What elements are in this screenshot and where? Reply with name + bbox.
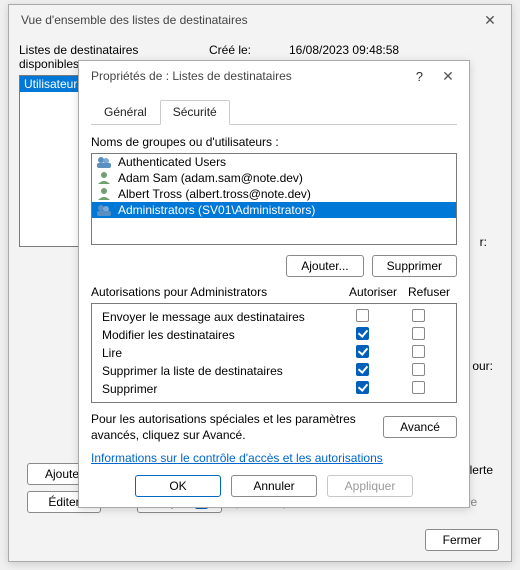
principal-name: Albert Tross (albert.tross@note.dev): [118, 187, 311, 201]
advanced-button[interactable]: Avancé: [383, 416, 457, 438]
deny-checkbox[interactable]: [412, 345, 425, 358]
close-icon[interactable]: ✕: [433, 68, 463, 85]
special-permissions-text: Pour les autorisations spéciales et les …: [91, 411, 375, 443]
overview-title: Vue d'ensemble des listes de destinatair…: [15, 13, 475, 27]
principal-name: Authenticated Users: [118, 155, 226, 169]
permission-row: Supprimer la liste de destinataires: [94, 362, 454, 380]
principals-listbox[interactable]: Authenticated Users Adam Sam (adam.sam@no…: [91, 153, 457, 245]
ok-button[interactable]: OK: [135, 475, 221, 497]
allow-checkbox[interactable]: [356, 309, 369, 322]
principal-row[interactable]: Administrators (SV01\Administrators): [92, 202, 456, 218]
permission-row: Envoyer le message aux destinataires: [94, 308, 454, 326]
principals-label: Noms de groupes ou d'utilisateurs :: [91, 135, 457, 149]
close-icon[interactable]: ✕: [475, 12, 505, 29]
deny-checkbox[interactable]: [412, 309, 425, 322]
add-principal-button[interactable]: Ajouter...: [286, 255, 363, 277]
group-icon: [96, 203, 112, 217]
properties-title: Propriétés de : Listes de destinataires: [85, 69, 416, 83]
allow-checkbox[interactable]: [356, 345, 369, 358]
list-item[interactable]: Utilisateurs: [20, 76, 78, 92]
permission-name: Lire: [102, 346, 334, 360]
properties-dialog: Propriétés de : Listes de destinataires …: [78, 60, 470, 508]
principal-row[interactable]: Albert Tross (albert.tross@note.dev): [92, 186, 456, 202]
fragment-label: r:: [480, 235, 487, 249]
user-icon: [96, 187, 112, 201]
allow-checkbox[interactable]: [356, 363, 369, 376]
deny-checkbox[interactable]: [412, 363, 425, 376]
permission-row: Modifier les destinataires: [94, 326, 454, 344]
allow-checkbox[interactable]: [356, 381, 369, 394]
permission-name: Envoyer le message aux destinataires: [102, 310, 334, 324]
permissions-list: Envoyer le message aux destinataires Modi…: [91, 303, 457, 403]
remove-principal-button[interactable]: Supprimer: [372, 255, 457, 277]
overview-titlebar: Vue d'ensemble des listes de destinatair…: [9, 5, 511, 35]
properties-titlebar: Propriétés de : Listes de destinataires …: [79, 61, 469, 91]
deny-checkbox[interactable]: [412, 327, 425, 340]
cancel-button[interactable]: Annuler: [231, 475, 317, 497]
group-icon: [96, 155, 112, 169]
deny-checkbox[interactable]: [412, 381, 425, 394]
close-button[interactable]: Fermer: [425, 529, 499, 551]
principal-name: Adam Sam (adam.sam@note.dev): [118, 171, 303, 185]
tab-strip: Général Sécurité: [91, 99, 457, 125]
user-icon: [96, 171, 112, 185]
fragment-label: our:: [472, 359, 493, 373]
permission-name: Supprimer la liste de destinataires: [102, 364, 334, 378]
apply-button: Appliquer: [327, 475, 413, 497]
principal-row[interactable]: Authenticated Users: [92, 154, 456, 170]
available-lists-listbox[interactable]: Utilisateurs: [19, 75, 79, 247]
permission-row: Supprimer: [94, 380, 454, 398]
permission-row: Lire: [94, 344, 454, 362]
allow-header: Autoriser: [345, 285, 401, 299]
principal-name: Administrators (SV01\Administrators): [118, 203, 315, 217]
acl-info-link[interactable]: Informations sur le contrôle d'accès et …: [91, 451, 383, 465]
help-icon[interactable]: ?: [416, 69, 423, 84]
permissions-label: Autorisations pour Administrators: [91, 285, 345, 299]
permission-name: Modifier les destinataires: [102, 328, 334, 342]
allow-checkbox[interactable]: [356, 327, 369, 340]
permission-name: Supprimer: [102, 382, 334, 396]
tab-general[interactable]: Général: [91, 100, 160, 125]
tab-security[interactable]: Sécurité: [160, 100, 230, 125]
deny-header: Refuser: [401, 285, 457, 299]
principal-row[interactable]: Adam Sam (adam.sam@note.dev): [92, 170, 456, 186]
